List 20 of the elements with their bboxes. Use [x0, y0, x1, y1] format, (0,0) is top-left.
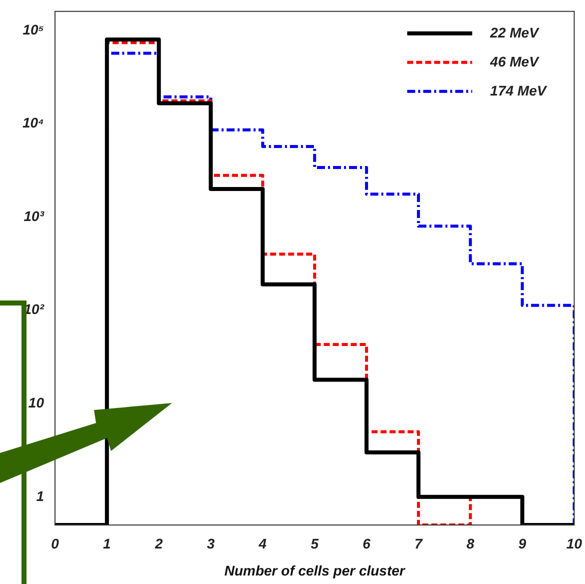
x-tick-label: 8	[466, 535, 474, 552]
x-tick-label: 10	[566, 535, 582, 552]
x-tick-label: 1	[103, 535, 112, 552]
legend-label: 22 MeV	[489, 24, 540, 40]
y-tick-label: 1	[36, 488, 44, 504]
x-tick-label: 9	[518, 535, 526, 552]
x-tick-label: 2	[154, 535, 163, 552]
x-tick-label: 6	[362, 535, 371, 552]
x-tick-label: 5	[310, 535, 319, 552]
y-tick-label: 10⁵	[22, 21, 44, 38]
y-tick-label: 10⁴	[22, 114, 44, 131]
legend-label: 46 MeV	[489, 53, 540, 70]
x-tick-label: 7	[414, 535, 424, 552]
y-tick-label: 10	[28, 394, 44, 410]
y-tick-label: 10³	[24, 208, 44, 224]
x-tick-label: 3	[206, 535, 215, 552]
x-axis-title: Number of cells per cluster	[224, 562, 406, 578]
legend-label: 174 MeV	[490, 82, 548, 98]
x-tick-label: 4	[258, 535, 267, 552]
x-tick-label: 0	[51, 535, 60, 552]
